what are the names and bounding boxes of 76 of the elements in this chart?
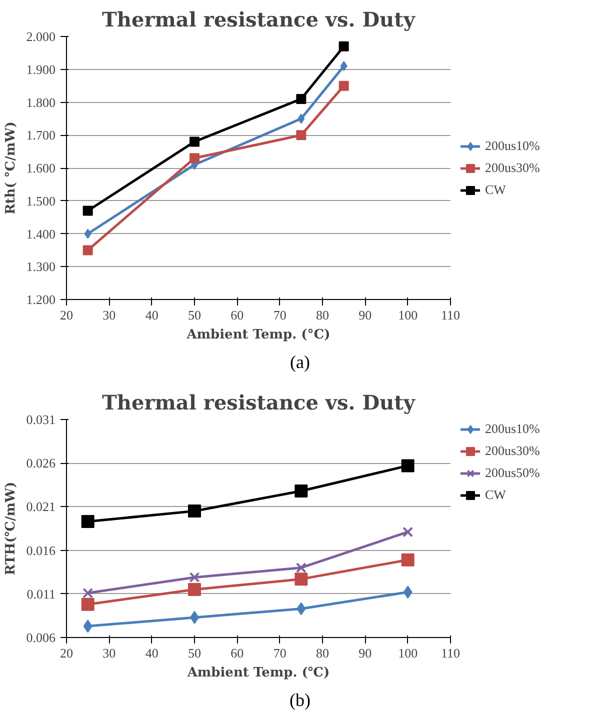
point	[338, 80, 349, 91]
y-tick-label: 0.016	[26, 542, 56, 558]
y-axis-title: Rth( °C/mW)	[3, 121, 18, 215]
point	[401, 459, 414, 472]
point	[188, 583, 201, 596]
point	[402, 526, 414, 538]
x-tick-label: 30	[102, 308, 116, 322]
legend-label: 200us10%	[485, 138, 540, 154]
point	[294, 484, 308, 498]
point	[189, 572, 200, 583]
point	[188, 504, 201, 518]
point	[82, 588, 94, 598]
y-tick-label: 1.800	[26, 94, 56, 110]
x-tick-label: 20	[60, 646, 73, 660]
x-tick-label: 110	[440, 646, 460, 660]
point	[298, 114, 305, 124]
point	[190, 136, 200, 147]
x-tick-label: 80	[316, 646, 329, 660]
y-tick-label: 1.600	[26, 160, 56, 176]
x-tick-label: 30	[102, 646, 116, 660]
x-tick-label: 90	[358, 646, 372, 660]
y-tick-label: 1.700	[26, 128, 56, 143]
x-axis-title: Ambient Temp. (℃)	[186, 666, 330, 680]
legend-label: CW	[485, 487, 506, 503]
y-tick-label: 1.300	[26, 259, 56, 274]
point	[338, 41, 349, 52]
y-tick-label: 2.000	[26, 29, 56, 44]
point	[340, 61, 348, 72]
x-tick-label: 70	[273, 308, 286, 322]
x-tick-label: 90	[358, 308, 372, 322]
point	[82, 206, 93, 216]
point	[401, 553, 414, 566]
point	[296, 562, 306, 573]
point	[294, 572, 308, 586]
point	[81, 515, 94, 528]
y-tick-label: 0.026	[26, 456, 56, 471]
x-tick-label: 60	[230, 646, 244, 660]
point	[84, 228, 92, 239]
text: (b)	[290, 689, 310, 712]
x-axis-title: Ambient Temp. (°C)	[186, 328, 330, 342]
x-tick-label: 20	[60, 308, 73, 322]
y-tick-label: 1.500	[26, 193, 56, 208]
x-tick-label: 70	[273, 646, 286, 660]
point	[403, 586, 412, 599]
legend-label: 200us50%	[485, 465, 540, 481]
legend-label: CW	[485, 182, 506, 198]
legend-label: 200us30%	[485, 443, 540, 459]
point	[296, 602, 306, 616]
x-tick-label: 40	[145, 646, 158, 660]
y-tick-label: 1.400	[26, 226, 56, 242]
y-axis-title: RTH(℃/mW)	[3, 482, 18, 576]
y-tick-label: 1.200	[26, 292, 56, 307]
x-tick-label: 80	[316, 308, 329, 322]
x-tick-label: 100	[398, 308, 418, 322]
point	[190, 153, 200, 164]
x-tick-label: 60	[230, 308, 244, 322]
legend-label: 200us10%	[485, 421, 540, 437]
x-tick-label: 50	[188, 308, 201, 322]
y-tick-label: 0.031	[26, 412, 56, 427]
x-tick-label: 40	[145, 308, 158, 322]
point	[296, 94, 306, 104]
y-tick-label: 0.021	[26, 499, 56, 514]
x-tick-label: 100	[398, 646, 418, 660]
chart-title: Thermal resistance vs. Duty	[102, 390, 416, 414]
point	[82, 245, 93, 256]
chart-title: Thermal resistance vs. Duty	[102, 8, 416, 32]
point	[296, 130, 306, 140]
y-tick-label: 1.900	[26, 62, 56, 77]
x-tick-label: 50	[188, 646, 201, 660]
legend-label: 200us30%	[485, 160, 540, 176]
point	[83, 620, 92, 633]
text: (a)	[290, 351, 310, 374]
y-tick-label: 0.011	[26, 586, 56, 602]
point	[81, 598, 94, 611]
y-tick-label: 0.006	[26, 630, 56, 645]
x-tick-label: 110	[440, 308, 460, 322]
